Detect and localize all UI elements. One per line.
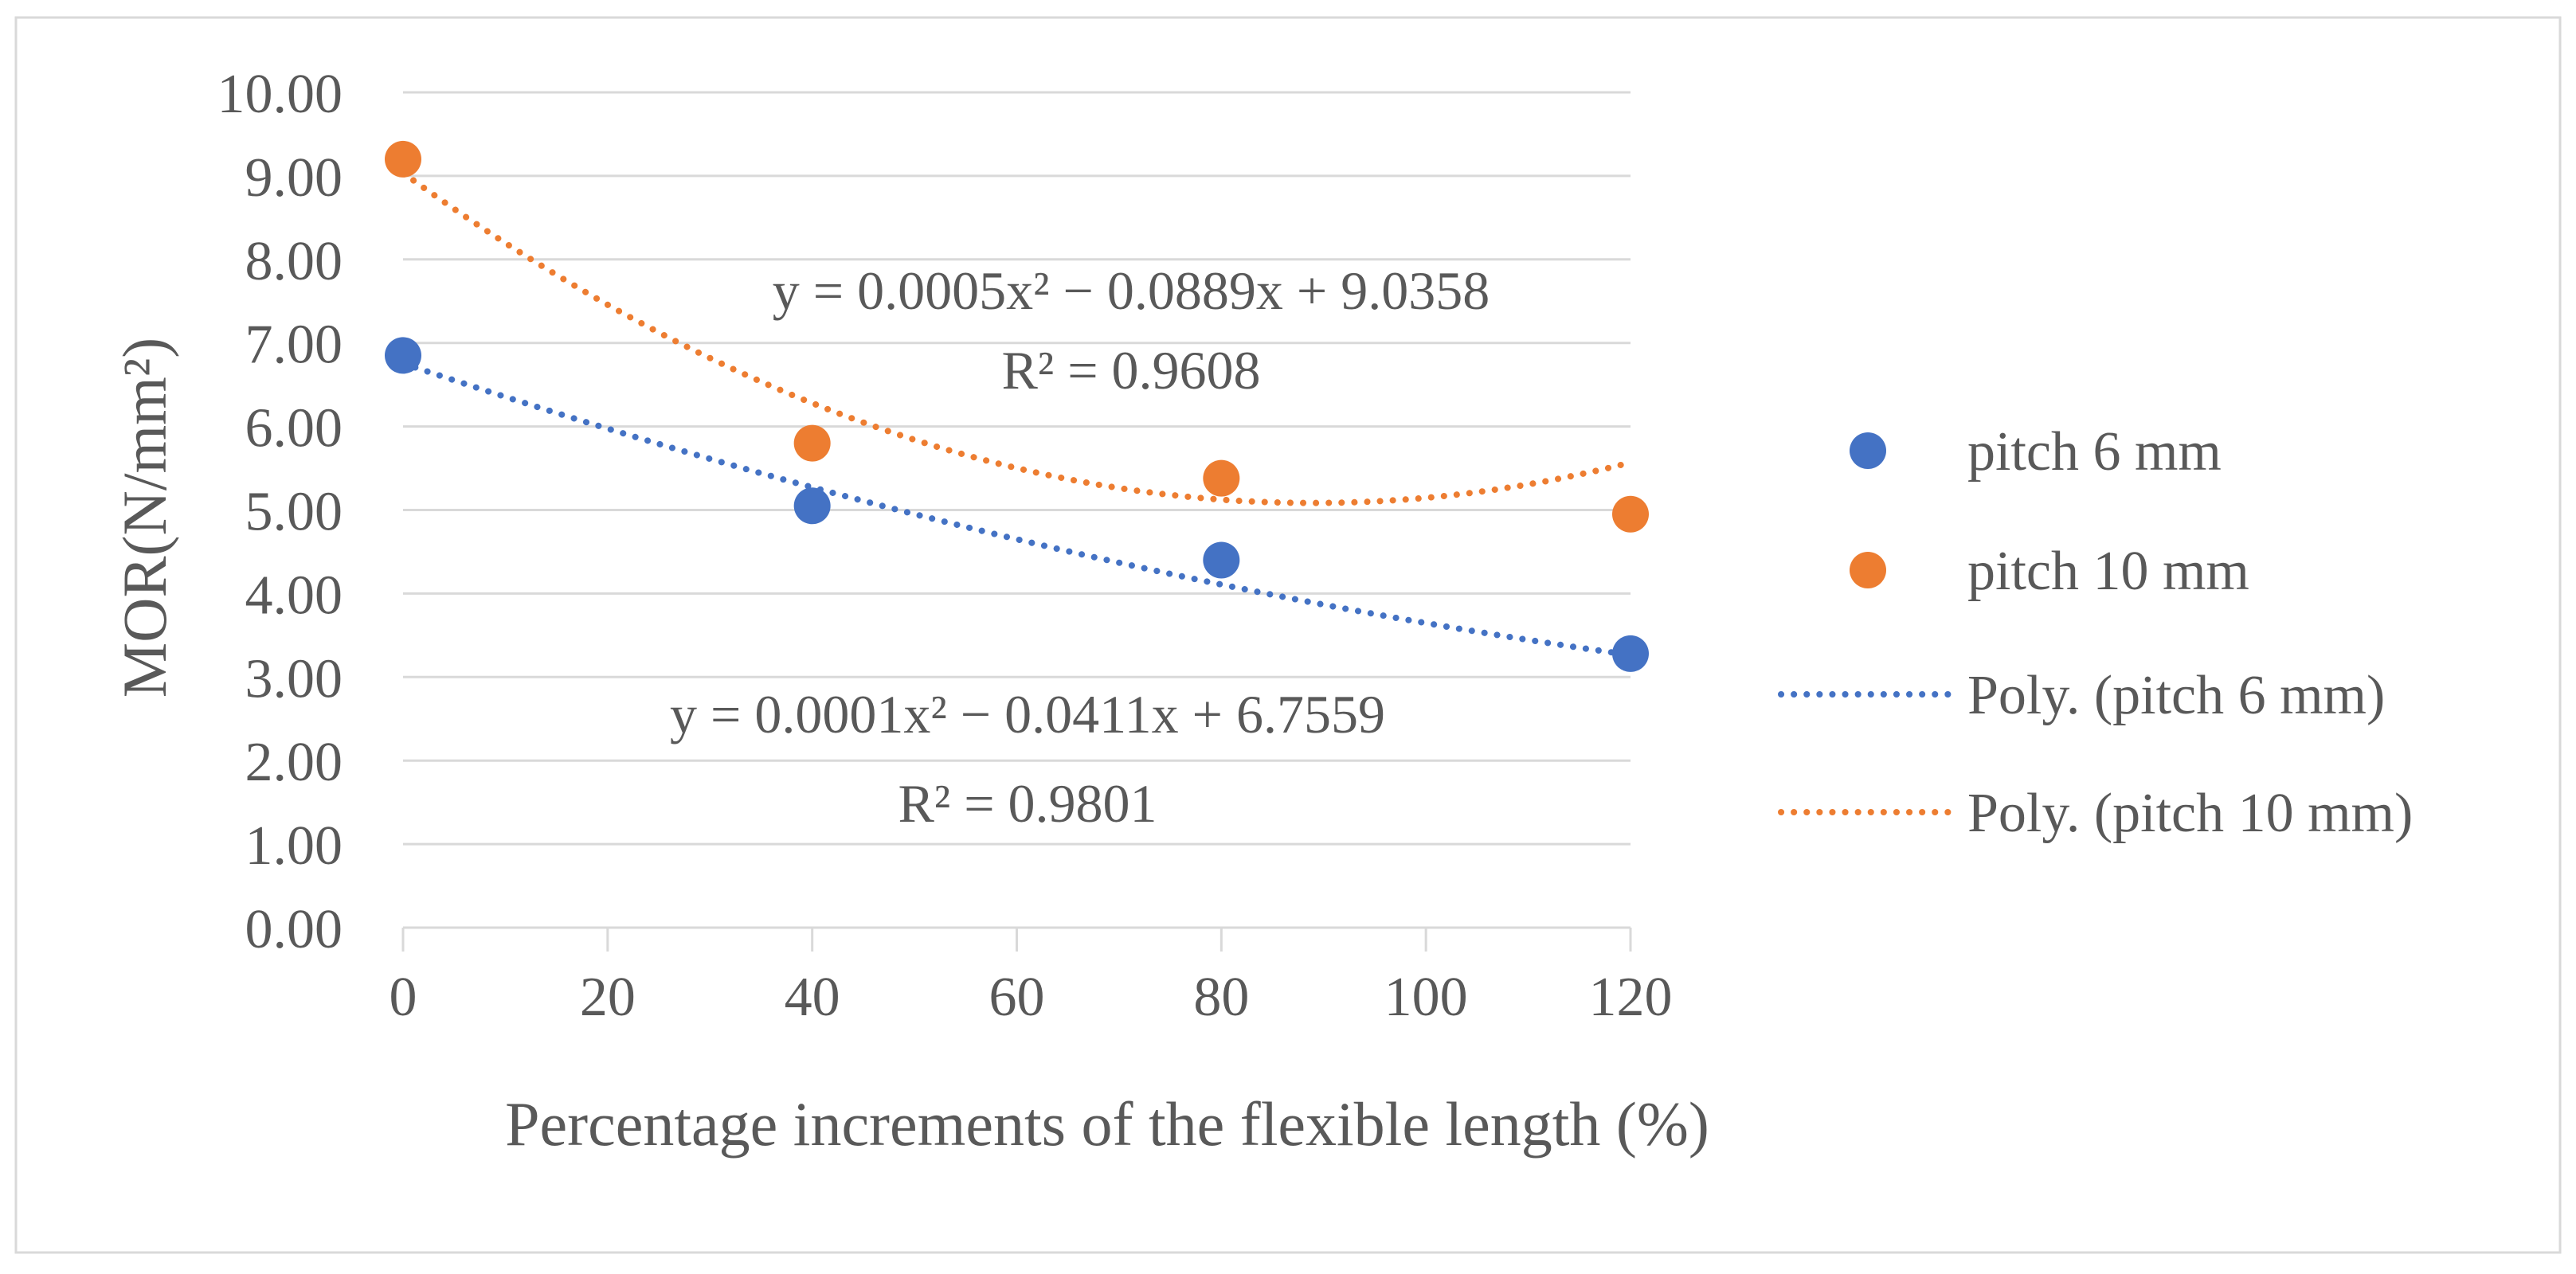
y-tick-label: 9.00: [245, 147, 343, 209]
data-point-pitch-10mm: [1612, 495, 1649, 533]
y-tick-label: 7.00: [245, 315, 343, 376]
legend-label: pitch 6 mm: [1967, 421, 2222, 483]
trendline-pitch-6mm: [400, 360, 1634, 658]
y-tick-label: 5.00: [245, 482, 343, 543]
y-tick-label: 8.00: [245, 231, 343, 292]
legend: pitch 6 mm pitch 10 mm Poly. (pitch 6 mm) P…: [1778, 421, 2413, 844]
x-tick-label: 120: [1589, 967, 1673, 1028]
data-point-pitch-10mm: [385, 140, 421, 178]
x-tick-label: 60: [989, 967, 1045, 1028]
x-axis-title: Percentage increments of the flexible le…: [505, 1089, 1709, 1159]
data-point-pitch-6mm: [1612, 635, 1649, 672]
y-tick-label: 6.00: [245, 398, 343, 459]
trendline-pitch-10mm: [400, 170, 1634, 506]
x-tick-label: 0: [390, 967, 417, 1028]
y-tick-label: 4.00: [245, 565, 343, 626]
y-axis-title: MOR(N/mm²): [110, 338, 179, 698]
y-tick-label: 2.00: [245, 732, 343, 793]
data-point-pitch-6mm: [385, 337, 421, 374]
data-point-pitch-10mm: [793, 424, 831, 462]
legend-label: pitch 10 mm: [1967, 541, 2249, 602]
x-tick-label: 100: [1384, 967, 1468, 1028]
legend-label: Poly. (pitch 6 mm): [1967, 665, 2385, 726]
chart-border: [14, 16, 2562, 1254]
legend-label: Poly. (pitch 10 mm): [1967, 783, 2413, 844]
trendline-equation: y = 0.0001x² − 0.0411x + 6.7559: [670, 684, 1385, 744]
x-tick-label: 20: [580, 967, 636, 1028]
y-tick-label: 3.00: [245, 648, 343, 709]
trendlines: [400, 170, 1634, 658]
y-tick-label: 10.00: [217, 64, 343, 125]
data-point-pitch-10mm: [1203, 459, 1240, 497]
grid-lines: [403, 91, 1631, 846]
legend-marker: [1850, 552, 1886, 588]
trendline-annotations: y = 0.0001x² − 0.0411x + 6.7559 R² = 0.98…: [670, 260, 1490, 834]
data-points: [385, 140, 1649, 672]
x-tick-label: 80: [1193, 967, 1249, 1028]
legend-marker: [1850, 432, 1886, 469]
data-point-pitch-6mm: [1203, 541, 1240, 579]
x-tick-label: 40: [785, 967, 840, 1028]
y-tick-label: 0.00: [245, 899, 343, 960]
axes: 0.00 1.00 2.00 3.00 4.00 5.00 6.00 7.00 8.00 9.00…: [217, 64, 1673, 1028]
y-tick-label: 1.00: [245, 815, 343, 877]
trendline-r2: R² = 0.9608: [1001, 340, 1260, 401]
trendline-equation: y = 0.0005x² − 0.0889x + 9.0358: [773, 260, 1490, 321]
trendline-r2: R² = 0.9801: [898, 773, 1157, 834]
data-point-pitch-6mm: [793, 487, 831, 525]
